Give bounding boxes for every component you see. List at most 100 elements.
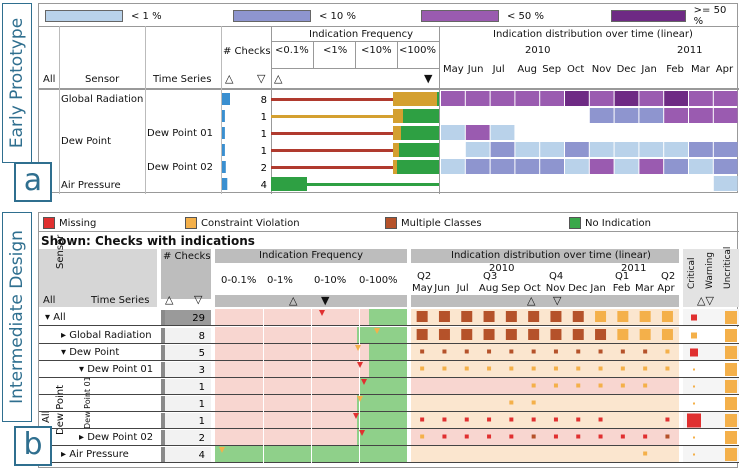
dist-b-mark-7-11 [665, 434, 670, 439]
row-b-1[interactable]: ▸ Global Radiation [61, 330, 152, 341]
dist-b-bg-3 [411, 361, 679, 377]
month-b-apr: Apr [657, 283, 675, 294]
freq-indicator-0 [319, 310, 325, 316]
row-line-1 [39, 343, 739, 344]
count-value-4: 2 [261, 163, 267, 174]
freq-b-bg-8 [215, 446, 407, 462]
freq-b-col-3: 0-10% [314, 275, 347, 286]
dist-b-mark-7-7 [576, 434, 581, 439]
dist-b-bg-0 [411, 309, 679, 325]
quarter-3: Q1 [615, 271, 630, 282]
count-b-value-6: 1 [199, 416, 205, 427]
dist-b-mark-4-8 [598, 383, 603, 388]
month-feb: Feb [666, 64, 684, 75]
dist-b-mark-1-10 [639, 329, 651, 340]
freq-slider-b-left-icon[interactable]: △ [289, 294, 298, 307]
freq-col-3: <10% [361, 45, 392, 56]
count-mark-8 [161, 447, 165, 462]
year-2011: 2011 [677, 45, 703, 56]
freq-b-green-7 [357, 429, 407, 445]
count-b-value-3: 3 [199, 365, 205, 376]
dist-b-mark-7-0 [420, 434, 425, 439]
month-oct: Oct [567, 64, 585, 75]
row-dew-point-02[interactable]: Dew Point 02 [147, 162, 213, 173]
freq-bar-1-2 [403, 109, 439, 123]
dist-cell-4-10 [689, 159, 713, 174]
sev-mark-3 [693, 368, 695, 371]
dist-b-mark-2-9 [620, 349, 625, 354]
freq-sep-2 [359, 309, 360, 463]
dist-slider-left-icon[interactable]: △ [527, 294, 536, 307]
count-mark-4 [161, 379, 165, 394]
quarter-4: Q2 [661, 271, 676, 282]
dist-cell-3-4 [540, 142, 564, 157]
dist-slider-b[interactable] [411, 295, 679, 307]
month-jan: Jan [641, 64, 657, 75]
sort-asc-icon[interactable]: △ [225, 72, 234, 85]
count-bg-1 [161, 328, 211, 343]
row-header-block [39, 249, 157, 307]
dist-b-mark-6-2 [464, 417, 469, 422]
sort-asc-b-icon[interactable]: △ [165, 293, 174, 306]
count-b-value-5: 1 [199, 399, 205, 410]
severity-sort-icon[interactable]: △▽ [697, 294, 714, 307]
row-b-3[interactable]: ▾ Dew Point 01 [79, 364, 154, 375]
freq-slider-left-icon[interactable]: △ [274, 72, 283, 85]
row-b-0[interactable]: ▾ All [45, 312, 66, 323]
count-bar-0 [222, 93, 230, 105]
freq-slider-b[interactable] [215, 295, 407, 307]
dist-b-mark-6-11 [665, 417, 670, 422]
freq-b-col-4: 0-100% [359, 275, 398, 286]
dist-b-mark-2-7 [576, 349, 581, 354]
row-b-7[interactable]: ▸ Dew Point 02 [79, 432, 154, 443]
freq-b-green-2 [369, 344, 407, 360]
count-b-value-1: 8 [199, 331, 205, 342]
count-bar-5 [222, 178, 228, 190]
row-b-2[interactable]: ▾ Dew Point [61, 347, 120, 358]
sev-mark-8 [693, 453, 695, 456]
freq-indicator-7 [359, 430, 365, 436]
freq-bar-0-2 [397, 92, 417, 106]
month-may: May [443, 64, 464, 75]
dist-cell-3-11 [713, 142, 738, 157]
sev-mark-1 [691, 332, 697, 339]
row-b-8[interactable]: ▸ Air Pressure [61, 449, 129, 460]
vlabel-dew-point: Dew Point [55, 384, 66, 435]
freq-bar-1-0 [271, 115, 393, 118]
sort-desc-b-icon[interactable]: ▽ [194, 293, 203, 306]
dist-b-mark-0-6 [550, 311, 562, 322]
sev-uncritical-8 [725, 448, 737, 461]
dist-cell-0-8 [639, 91, 664, 106]
freq-slider-right-icon[interactable]: ▼ [424, 72, 433, 85]
dist-b-mark-0-3 [483, 311, 495, 322]
year-b-2010: 2010 [489, 263, 515, 274]
freq-slider-b-right-icon[interactable]: ▼ [321, 294, 330, 307]
dist-cell-2-1 [465, 125, 490, 140]
dist-b-mark-2-3 [487, 349, 492, 354]
sort-desc-icon[interactable]: ▽ [257, 72, 266, 85]
dist-b-mark-7-9 [620, 434, 625, 439]
dist-slider-right-icon[interactable]: ▽ [553, 294, 562, 307]
freq-b-bg-6 [215, 412, 407, 428]
freq-bar-3-1 [393, 143, 399, 157]
freq-bar-3-2 [399, 143, 439, 157]
dist-b-mark-0-5 [528, 311, 540, 322]
freq-b-col-1: 0-0.1% [221, 275, 257, 286]
row-dew-point-01[interactable]: Dew Point 01 [147, 128, 213, 139]
freq-b-green-1 [357, 327, 407, 343]
count-bg-6 [161, 413, 211, 428]
freq-b-bg-7 [215, 429, 407, 445]
dist-cell-4-6 [589, 159, 614, 174]
row-line-8 [39, 462, 739, 463]
dist-b-mark-0-10 [639, 311, 651, 322]
count-b-value-2: 5 [199, 348, 205, 359]
row-dew-point[interactable]: Dew Point [61, 136, 112, 147]
dist-cell-1-9 [664, 108, 688, 123]
freq-col-1: <0.1% [275, 45, 309, 56]
dist-cell-2-2 [490, 125, 515, 140]
dist-b-mark-1-8 [595, 329, 607, 340]
row-air-pressure[interactable]: Air Pressure [61, 180, 121, 191]
month-sep: Sep [542, 64, 562, 75]
row-global-radiation[interactable]: Global Radiation [61, 94, 144, 105]
